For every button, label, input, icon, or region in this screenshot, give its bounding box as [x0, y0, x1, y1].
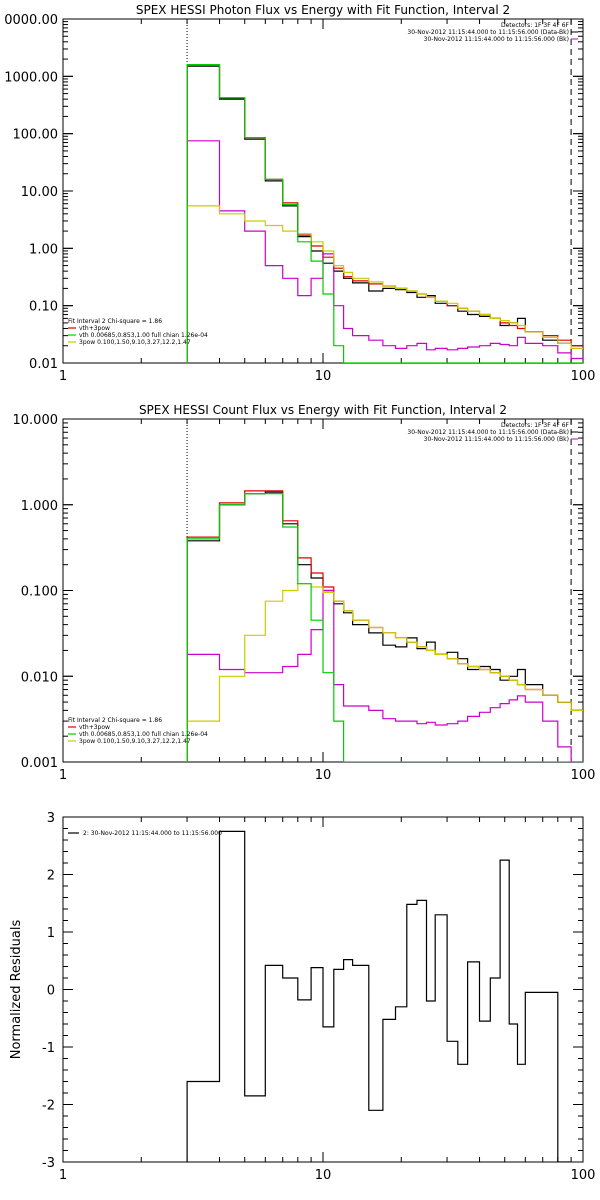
y-tick-label: 3 — [47, 811, 55, 826]
y-tick-label: 1 — [47, 926, 55, 941]
y-tick-label: -3 — [42, 1156, 55, 1171]
chart-panel-3: 1 10 100 -3 -2 -1 0 1 2 3 Normalized Residuals 2: 3… — [9, 811, 595, 1183]
legend-label: vth 0.00685,0.853,1.00 full chian 1.26e-… — [79, 731, 208, 738]
chart-title: SPEX HESSI Count Flux vs Energy with Fit… — [139, 403, 507, 417]
x-tick-label: 1 — [59, 1168, 67, 1183]
series-line — [186, 589, 583, 762]
series-line — [186, 205, 583, 363]
y-tick-label: 0.100 — [21, 585, 58, 600]
x-tick-label: 100 — [571, 768, 596, 783]
x-tick-label: 10 — [315, 369, 332, 384]
y-tick-label: 100.00 — [13, 128, 59, 143]
y-tick-label: 0.010 — [21, 670, 58, 685]
chart-panel-1: SPEX HESSI Photon Flux vs Energy with Fi… — [4, 3, 595, 384]
series-line — [186, 583, 583, 762]
x-tick-label: 1 — [59, 369, 67, 384]
y-tick-label: 0000.00 — [4, 13, 58, 28]
y-tick-label: 1.000 — [21, 499, 58, 514]
chart-title: SPEX HESSI Photon Flux vs Energy with Fi… — [136, 3, 510, 17]
y-tick-label: 10.000 — [13, 413, 59, 428]
legend-label: vth 0.00685,0.853,1.00 full chian 1.26e-… — [79, 332, 208, 339]
header-text: 30-Nov-2012 11:15:44.000 to 11:15:56.000… — [424, 36, 569, 43]
legend-label: 3pow 0.100,1.50,9.10,3.27,12.2,1.47 — [79, 339, 191, 346]
header-text: Detectors: 1F 3F 4F 6F — [501, 22, 570, 29]
legend-title: Fit Interval 2 Chi-square = 1.86 — [68, 318, 162, 325]
series-line — [186, 140, 583, 363]
y-tick-label: 0 — [47, 984, 55, 999]
legend-label: vth+3pow — [79, 325, 110, 332]
y-tick-label: -1 — [42, 1041, 55, 1056]
x-tick-label: 100 — [571, 369, 596, 384]
y-tick-label: 0.001 — [21, 756, 58, 771]
series-line — [186, 63, 583, 363]
y-tick-label: 2 — [47, 869, 55, 884]
header-text: 30-Nov-2012 11:15:44.000 to 11:15:56.000… — [424, 436, 569, 443]
plot-frame — [62, 18, 584, 364]
chart-panel-2: SPEX HESSI Count Flux vs Energy with Fit… — [13, 403, 596, 783]
y-tick-label: 1.00 — [29, 242, 58, 257]
y-tick-label: 0.10 — [29, 300, 58, 315]
x-tick-label: 10 — [315, 768, 332, 783]
header-text: Detectors: 1F 3F 4F 6F — [501, 422, 570, 429]
x-tick-label: 10 — [315, 1168, 332, 1183]
y-tick-label: -2 — [42, 1099, 55, 1114]
x-tick-label: 100 — [571, 1168, 596, 1183]
series-line — [186, 491, 583, 762]
series-line — [186, 830, 572, 1162]
y-tick-label: 0.01 — [29, 357, 58, 372]
series-line — [186, 493, 583, 762]
header-text: 30-Nov-2012 11:15:44.000 to 11:15:56.000… — [407, 29, 569, 36]
header-text: 30-Nov-2012 11:15:44.000 to 11:15:56.000… — [407, 429, 569, 436]
legend-label: vth+3pow — [79, 724, 110, 731]
y-axis-label: Normalized Residuals — [9, 920, 24, 1060]
series-line — [186, 490, 583, 762]
series-line — [186, 65, 583, 363]
x-tick-label: 1 — [59, 768, 67, 783]
y-tick-label: 10.00 — [21, 185, 58, 200]
legend-label: 3pow 0.100,1.50,9.10,3.27,12.2,1.47 — [79, 738, 191, 745]
y-tick-label: 1000.00 — [4, 70, 58, 85]
legend-title: Fit Interval 2 Chi-square = 1.86 — [68, 717, 162, 724]
legend-label: 2: 30-Nov-2012 11:15:44.000 to 11:15:56.… — [83, 830, 222, 837]
